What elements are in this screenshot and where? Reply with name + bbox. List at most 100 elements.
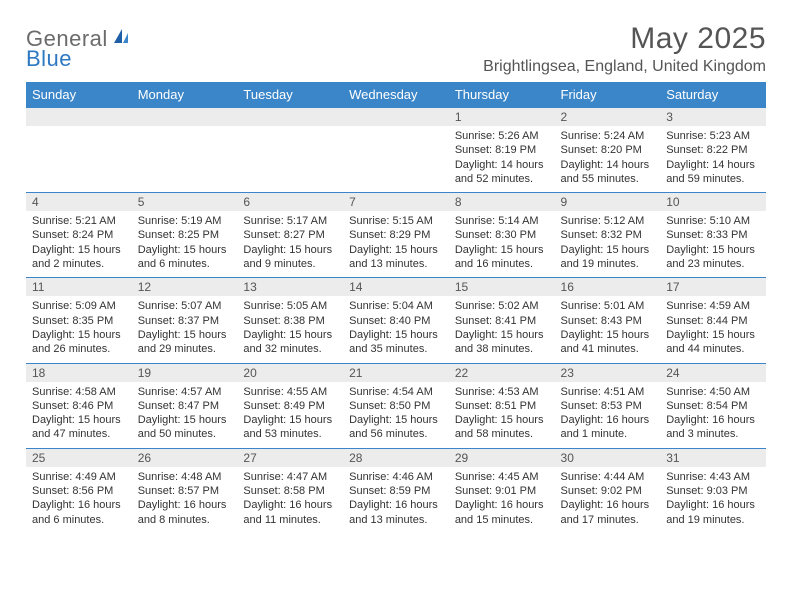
day-number-cell: 22	[449, 363, 555, 382]
day-content: Sunrise: 5:07 AMSunset: 8:37 PMDaylight:…	[132, 296, 238, 362]
day-info-line: Sunset: 8:22 PM	[666, 143, 760, 157]
day-content-cell: Sunrise: 5:21 AMSunset: 8:24 PMDaylight:…	[26, 211, 132, 278]
day-content: Sunrise: 5:02 AMSunset: 8:41 PMDaylight:…	[449, 296, 555, 362]
day-content-cell: Sunrise: 5:17 AMSunset: 8:27 PMDaylight:…	[237, 211, 343, 278]
day-info-line: Daylight: 15 hours and 16 minutes.	[455, 243, 549, 272]
day-number: 27	[237, 449, 343, 467]
day-info-line: Sunrise: 4:58 AM	[32, 385, 126, 399]
day-number-cell: 17	[660, 278, 766, 297]
day-content-cell: Sunrise: 4:44 AMSunset: 9:02 PMDaylight:…	[555, 467, 661, 533]
day-info-line: Sunrise: 5:23 AM	[666, 129, 760, 143]
day-number-cell: 30	[555, 448, 661, 467]
day-info-line: Sunset: 8:53 PM	[561, 399, 655, 413]
day-number: 1	[449, 108, 555, 126]
day-number: 4	[26, 193, 132, 211]
day-content-cell: Sunrise: 4:54 AMSunset: 8:50 PMDaylight:…	[343, 382, 449, 449]
day-info-line: Sunrise: 5:26 AM	[455, 129, 549, 143]
day-number-cell: 29	[449, 448, 555, 467]
day-number: 5	[132, 193, 238, 211]
day-content: Sunrise: 5:23 AMSunset: 8:22 PMDaylight:…	[660, 126, 766, 192]
day-info-line: Sunrise: 5:19 AM	[138, 214, 232, 228]
col-thursday: Thursday	[449, 82, 555, 108]
day-info-line: Daylight: 15 hours and 41 minutes.	[561, 328, 655, 357]
day-content-cell: Sunrise: 5:01 AMSunset: 8:43 PMDaylight:…	[555, 296, 661, 363]
day-info-line: Sunset: 8:50 PM	[349, 399, 443, 413]
week-daynum-row: 25262728293031	[26, 448, 766, 467]
day-content: Sunrise: 4:55 AMSunset: 8:49 PMDaylight:…	[237, 382, 343, 448]
day-content-cell: Sunrise: 4:51 AMSunset: 8:53 PMDaylight:…	[555, 382, 661, 449]
logo-sail-icon	[112, 27, 132, 52]
day-number-cell: 24	[660, 363, 766, 382]
day-content-cell	[343, 126, 449, 193]
day-info-line: Sunset: 8:20 PM	[561, 143, 655, 157]
day-number-cell: 23	[555, 363, 661, 382]
day-number: 30	[555, 449, 661, 467]
day-content: Sunrise: 5:09 AMSunset: 8:35 PMDaylight:…	[26, 296, 132, 362]
day-number: 29	[449, 449, 555, 467]
day-info-line: Daylight: 15 hours and 47 minutes.	[32, 413, 126, 442]
day-info-line: Daylight: 15 hours and 23 minutes.	[666, 243, 760, 272]
day-info-line: Daylight: 16 hours and 19 minutes.	[666, 498, 760, 527]
day-content: Sunrise: 5:21 AMSunset: 8:24 PMDaylight:…	[26, 211, 132, 277]
day-info-line: Daylight: 15 hours and 35 minutes.	[349, 328, 443, 357]
day-info-line: Sunset: 8:37 PM	[138, 314, 232, 328]
day-content-cell: Sunrise: 5:14 AMSunset: 8:30 PMDaylight:…	[449, 211, 555, 278]
day-info-line: Sunrise: 4:47 AM	[243, 470, 337, 484]
day-info-line: Daylight: 15 hours and 26 minutes.	[32, 328, 126, 357]
day-number-cell: 8	[449, 193, 555, 212]
day-info-line: Sunrise: 5:07 AM	[138, 299, 232, 313]
day-content-cell	[132, 126, 238, 193]
col-wednesday: Wednesday	[343, 82, 449, 108]
calendar-body: 1 23 Sunrise: 5:26 AMSunset: 8:19 PMDaylig…	[26, 108, 766, 533]
day-info-line: Sunrise: 5:09 AM	[32, 299, 126, 313]
day-content: Sunrise: 4:59 AMSunset: 8:44 PMDaylight:…	[660, 296, 766, 362]
day-info-line: Sunset: 8:54 PM	[666, 399, 760, 413]
day-info-line: Sunrise: 4:51 AM	[561, 385, 655, 399]
day-content: Sunrise: 5:12 AMSunset: 8:32 PMDaylight:…	[555, 211, 661, 277]
day-info-line: Sunrise: 5:24 AM	[561, 129, 655, 143]
day-content-cell: Sunrise: 4:48 AMSunset: 8:57 PMDaylight:…	[132, 467, 238, 533]
day-content: Sunrise: 5:26 AMSunset: 8:19 PMDaylight:…	[449, 126, 555, 192]
day-info-line: Sunset: 8:33 PM	[666, 228, 760, 242]
day-content-cell: Sunrise: 5:02 AMSunset: 8:41 PMDaylight:…	[449, 296, 555, 363]
day-number: 18	[26, 364, 132, 382]
logo-line2: Blue	[26, 46, 72, 72]
day-info-line: Sunrise: 5:01 AM	[561, 299, 655, 313]
day-number-cell	[237, 108, 343, 127]
day-number-cell: 1	[449, 108, 555, 127]
week-content-row: Sunrise: 4:58 AMSunset: 8:46 PMDaylight:…	[26, 382, 766, 449]
day-number-cell: 6	[237, 193, 343, 212]
day-info-line: Sunrise: 4:55 AM	[243, 385, 337, 399]
day-number-cell: 4	[26, 193, 132, 212]
day-info-line: Sunset: 8:47 PM	[138, 399, 232, 413]
day-content: Sunrise: 4:49 AMSunset: 8:56 PMDaylight:…	[26, 467, 132, 533]
day-info-line: Daylight: 15 hours and 38 minutes.	[455, 328, 549, 357]
day-number: 11	[26, 278, 132, 296]
day-number: 10	[660, 193, 766, 211]
day-info-line: Sunrise: 5:12 AM	[561, 214, 655, 228]
day-number-cell: 2	[555, 108, 661, 127]
day-content-cell	[237, 126, 343, 193]
day-content: Sunrise: 4:48 AMSunset: 8:57 PMDaylight:…	[132, 467, 238, 533]
day-number-cell: 20	[237, 363, 343, 382]
day-content: Sunrise: 4:47 AMSunset: 8:58 PMDaylight:…	[237, 467, 343, 533]
day-info-line: Sunset: 8:29 PM	[349, 228, 443, 242]
col-saturday: Saturday	[660, 82, 766, 108]
day-content-cell: Sunrise: 4:47 AMSunset: 8:58 PMDaylight:…	[237, 467, 343, 533]
day-content-cell: Sunrise: 5:09 AMSunset: 8:35 PMDaylight:…	[26, 296, 132, 363]
day-info-line: Daylight: 16 hours and 11 minutes.	[243, 498, 337, 527]
day-info-line: Sunrise: 5:10 AM	[666, 214, 760, 228]
day-content-cell: Sunrise: 4:49 AMSunset: 8:56 PMDaylight:…	[26, 467, 132, 533]
day-info-line: Daylight: 16 hours and 15 minutes.	[455, 498, 549, 527]
day-content: Sunrise: 5:24 AMSunset: 8:20 PMDaylight:…	[555, 126, 661, 192]
day-number-cell: 31	[660, 448, 766, 467]
day-info-line: Sunset: 8:51 PM	[455, 399, 549, 413]
day-number-cell: 13	[237, 278, 343, 297]
day-info-line: Sunset: 8:30 PM	[455, 228, 549, 242]
day-info-line: Sunset: 8:35 PM	[32, 314, 126, 328]
day-info-line: Sunrise: 5:04 AM	[349, 299, 443, 313]
day-content-cell: Sunrise: 4:53 AMSunset: 8:51 PMDaylight:…	[449, 382, 555, 449]
day-number: 8	[449, 193, 555, 211]
logo-text-blue: Blue	[26, 46, 72, 71]
day-info-line: Sunrise: 4:57 AM	[138, 385, 232, 399]
